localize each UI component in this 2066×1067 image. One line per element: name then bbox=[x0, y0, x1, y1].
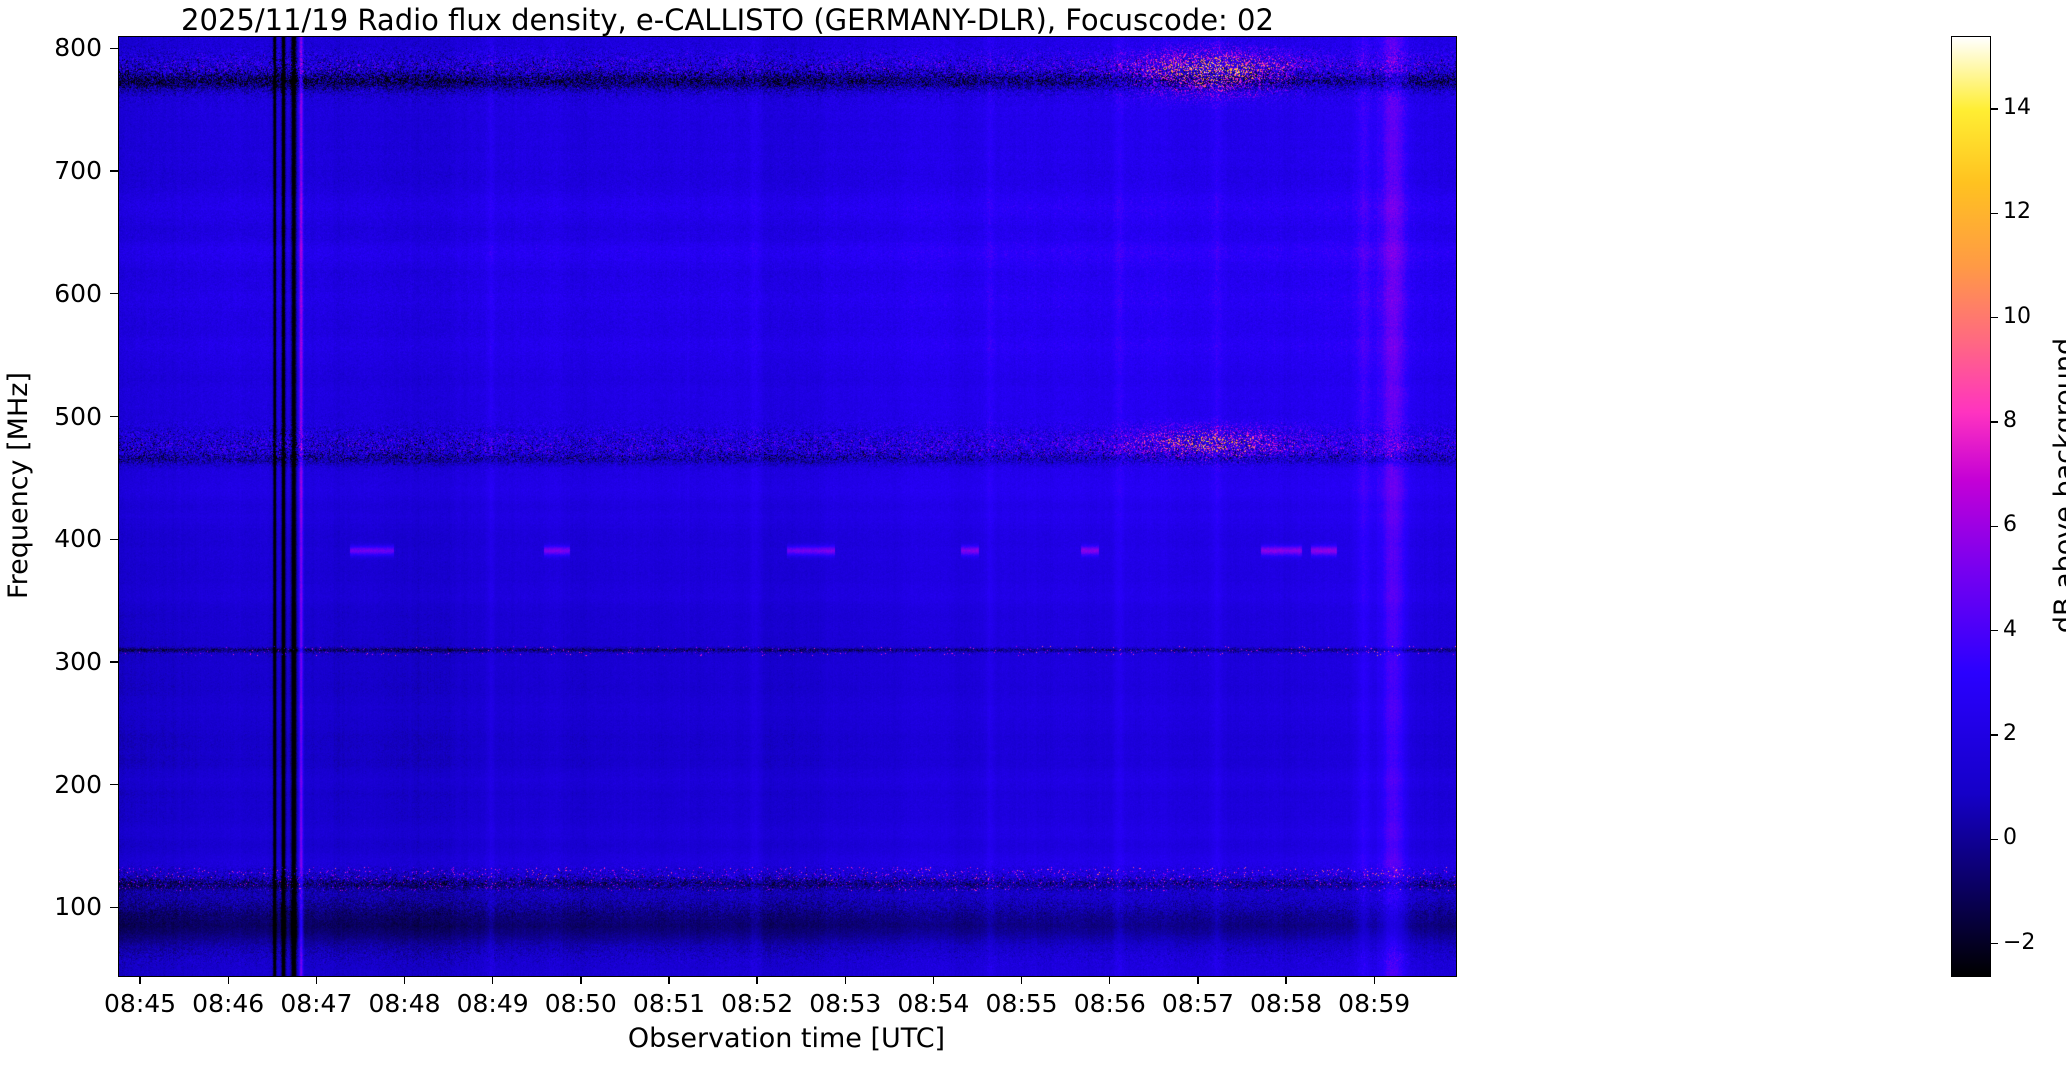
page-title: 2025/11/19 Radio flux density, e-CALLIST… bbox=[181, 3, 1274, 37]
colorbar-tick-mark bbox=[1990, 421, 1998, 423]
y-tick-mark bbox=[110, 906, 118, 909]
x-tick-label: 08:48 bbox=[368, 989, 441, 1018]
spectrogram-plot[interactable] bbox=[118, 36, 1457, 977]
colorbar-tick-label: 4 bbox=[2003, 616, 2017, 642]
x-tick-mark bbox=[1197, 976, 1199, 984]
colorbar-tick-label: 12 bbox=[2003, 199, 2031, 225]
colorbar-tick-mark bbox=[1990, 838, 1998, 841]
x-tick-label: 08:51 bbox=[632, 989, 705, 1018]
x-axis-label: Observation time [UTC] bbox=[627, 1023, 946, 1054]
x-tick-mark bbox=[403, 976, 406, 984]
colorbar-tick-mark bbox=[1990, 108, 1998, 110]
colorbar-tick-mark bbox=[1990, 212, 1998, 215]
colorbar-tick-label: 6 bbox=[2003, 512, 2017, 538]
x-tick-mark bbox=[844, 976, 846, 984]
y-tick-label: 700 bbox=[54, 156, 102, 186]
y-tick-mark bbox=[110, 170, 118, 172]
x-tick-label: 08:56 bbox=[1073, 989, 1146, 1018]
colorbar-tick-label: 10 bbox=[2003, 303, 2031, 329]
colorbar-tick-label: 8 bbox=[2003, 408, 2017, 434]
x-tick-mark bbox=[315, 976, 318, 984]
x-tick-label: 08:55 bbox=[985, 989, 1058, 1018]
colorbar-tick-label: 0 bbox=[2003, 825, 2017, 851]
y-tick-label: 800 bbox=[54, 33, 102, 63]
y-tick-mark bbox=[110, 415, 118, 418]
x-tick-label: 08:59 bbox=[1338, 989, 1411, 1018]
x-tick-mark bbox=[491, 976, 494, 984]
y-tick-label: 300 bbox=[54, 647, 102, 676]
colorbar-tick-mark bbox=[1990, 317, 1998, 319]
x-tick-mark bbox=[139, 976, 141, 984]
colorbar-tick-mark bbox=[1990, 943, 1998, 945]
y-tick-mark bbox=[110, 47, 118, 49]
y-tick-label: 100 bbox=[54, 892, 102, 922]
x-tick-mark bbox=[1373, 976, 1375, 984]
y-tick-label: 500 bbox=[54, 401, 102, 431]
colorbar-tick-label: −2 bbox=[2003, 929, 2036, 955]
colorbar-tick-label: 14 bbox=[2003, 95, 2031, 121]
x-tick-mark bbox=[1020, 976, 1023, 984]
x-tick-label: 08:53 bbox=[809, 989, 882, 1018]
colorbar[interactable] bbox=[1951, 36, 1991, 977]
x-tick-mark bbox=[1109, 976, 1111, 984]
x-tick-mark bbox=[1285, 976, 1287, 984]
y-axis-label: Frequency [MHz] bbox=[3, 372, 34, 599]
x-tick-label: 08:49 bbox=[456, 989, 529, 1018]
x-tick-label: 08:54 bbox=[897, 989, 970, 1018]
y-tick-label: 200 bbox=[54, 769, 102, 799]
x-tick-label: 08:52 bbox=[721, 989, 794, 1018]
x-tick-mark bbox=[227, 976, 229, 984]
y-tick-mark bbox=[110, 784, 118, 786]
colorbar-tick-mark bbox=[1990, 525, 1998, 528]
x-tick-mark bbox=[932, 976, 935, 984]
colorbar-tick-label: 2 bbox=[2003, 721, 2017, 747]
y-tick-mark bbox=[110, 661, 118, 663]
colorbar-tick-mark bbox=[1990, 630, 1998, 632]
y-tick-label: 600 bbox=[54, 278, 102, 308]
x-tick-label: 08:58 bbox=[1250, 989, 1323, 1018]
colorbar-gradient bbox=[1952, 37, 1990, 976]
colorbar-tick-mark bbox=[1990, 734, 1998, 736]
x-tick-label: 08:45 bbox=[104, 989, 177, 1018]
x-tick-label: 08:50 bbox=[544, 989, 617, 1018]
x-tick-mark bbox=[668, 976, 670, 984]
y-tick-mark bbox=[110, 293, 118, 295]
x-tick-label: 08:57 bbox=[1161, 989, 1234, 1018]
spectrogram-image bbox=[119, 37, 1456, 976]
x-tick-label: 08:46 bbox=[192, 989, 265, 1018]
x-tick-mark bbox=[580, 976, 582, 984]
x-tick-label: 08:47 bbox=[280, 989, 353, 1018]
colorbar-label: dB above background bbox=[2049, 337, 2066, 634]
y-tick-mark bbox=[110, 538, 118, 540]
y-tick-label: 400 bbox=[54, 524, 102, 554]
x-tick-mark bbox=[756, 976, 758, 984]
